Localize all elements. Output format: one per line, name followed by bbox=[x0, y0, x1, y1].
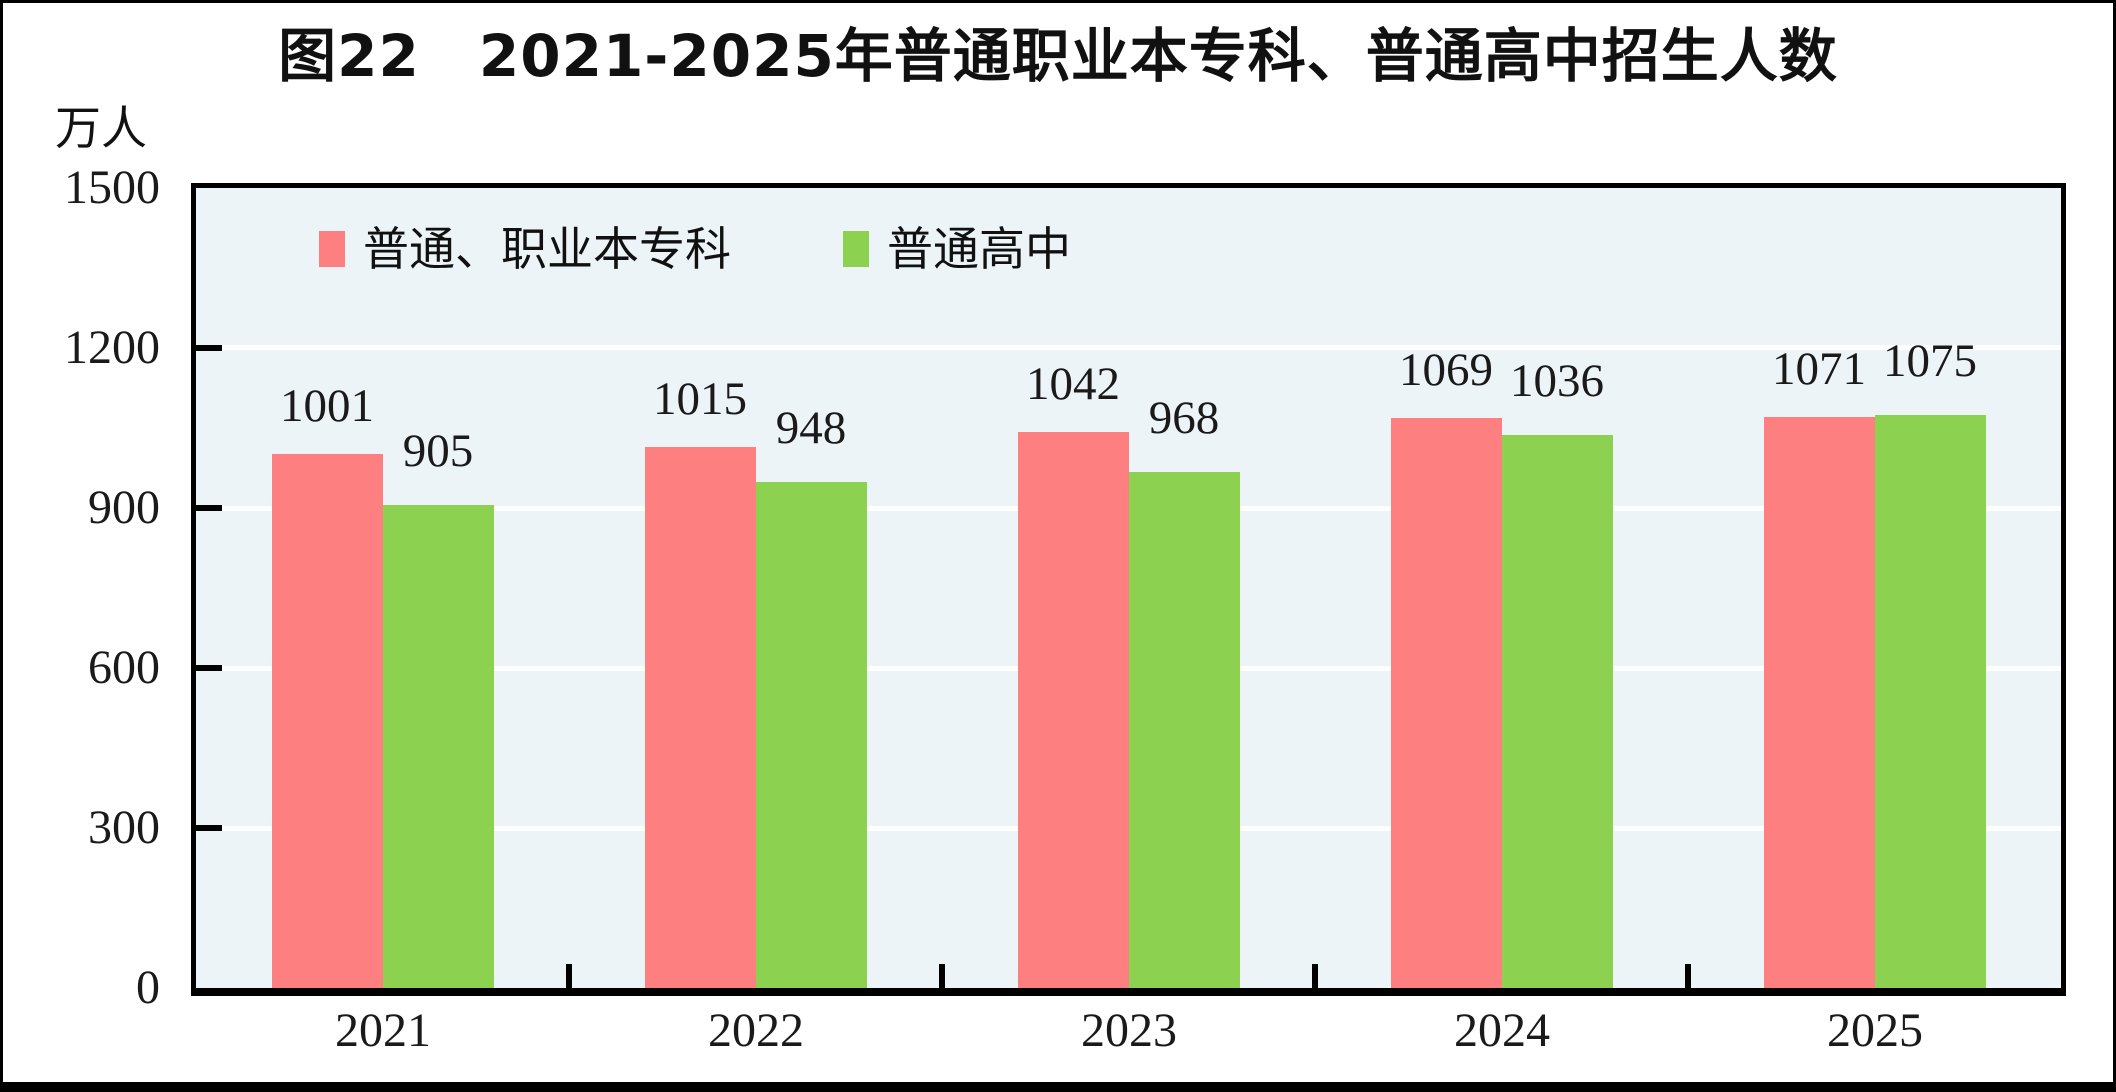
bar-value-label: 1069 bbox=[1399, 344, 1493, 396]
x-axis-tick-label: 2025 bbox=[1827, 1004, 1923, 1057]
x-axis-tick-mark bbox=[566, 964, 572, 988]
legend-item: 普通、职业本专科 bbox=[319, 224, 731, 275]
bar-highschool-2024 bbox=[1502, 435, 1613, 988]
bar-value-label: 1015 bbox=[653, 373, 747, 425]
bar-value-label: 968 bbox=[1148, 392, 1220, 444]
chart-title: 图22 2021-2025年普通职业本专科、普通高中招生人数 bbox=[278, 22, 1838, 90]
y-axis-tick-label: 600 bbox=[88, 641, 160, 694]
bar-value-label: 1001 bbox=[280, 380, 374, 432]
y-axis-tick-label: 300 bbox=[88, 801, 160, 854]
bar-value-label: 1042 bbox=[1026, 358, 1120, 410]
legend-label: 普通、职业本专科 bbox=[363, 222, 731, 276]
bar-highschool-2025 bbox=[1875, 415, 1986, 988]
y-axis-tick-label: 1500 bbox=[64, 161, 160, 214]
bar-value-label: 1036 bbox=[1510, 355, 1604, 407]
plot-area: 普通、职业本专科 普通高中 1001 905 1015 948 1042 968 1069 10… bbox=[196, 188, 2061, 988]
y-axis-tick-mark bbox=[196, 505, 222, 511]
y-axis-tick-mark bbox=[196, 345, 222, 351]
bar-value-label: 905 bbox=[402, 425, 474, 477]
x-axis-tick-mark bbox=[1312, 964, 1318, 988]
x-axis-tick-label: 2022 bbox=[708, 1004, 804, 1057]
legend: 普通、职业本专科 普通高中 bbox=[319, 224, 1071, 275]
bar-value-label: 1071 bbox=[1772, 343, 1866, 395]
bar-vocational-2024 bbox=[1391, 418, 1502, 988]
bar-vocational-2022 bbox=[645, 447, 756, 988]
legend-swatch bbox=[319, 231, 345, 268]
y-axis-tick-label: 1200 bbox=[64, 321, 160, 374]
gridline bbox=[196, 345, 2061, 350]
bar-highschool-2021 bbox=[383, 505, 494, 988]
bar-value-label: 948 bbox=[775, 402, 847, 454]
x-axis-tick-mark bbox=[939, 964, 945, 988]
y-axis-tick-label: 900 bbox=[88, 481, 160, 534]
bar-value-label: 1075 bbox=[1883, 335, 1977, 387]
legend-item: 普通高中 bbox=[843, 224, 1071, 275]
legend-label: 普通高中 bbox=[887, 222, 1071, 276]
x-axis-tick-label: 2023 bbox=[1081, 1004, 1177, 1057]
bar-vocational-2023 bbox=[1018, 432, 1129, 988]
legend-swatch bbox=[843, 231, 869, 268]
x-axis-tick-label: 2024 bbox=[1454, 1004, 1550, 1057]
y-axis-tick-label: 0 bbox=[136, 961, 160, 1014]
bar-vocational-2025 bbox=[1764, 417, 1875, 988]
bar-vocational-2021 bbox=[272, 454, 383, 988]
y-axis-unit-label: 万人 bbox=[55, 101, 147, 155]
bar-highschool-2023 bbox=[1129, 472, 1240, 988]
y-axis-tick-mark bbox=[196, 825, 222, 831]
x-axis-tick-mark bbox=[1685, 964, 1691, 988]
x-axis-tick-label: 2021 bbox=[335, 1004, 431, 1057]
bar-highschool-2022 bbox=[756, 482, 867, 988]
y-axis-tick-mark bbox=[196, 665, 222, 671]
